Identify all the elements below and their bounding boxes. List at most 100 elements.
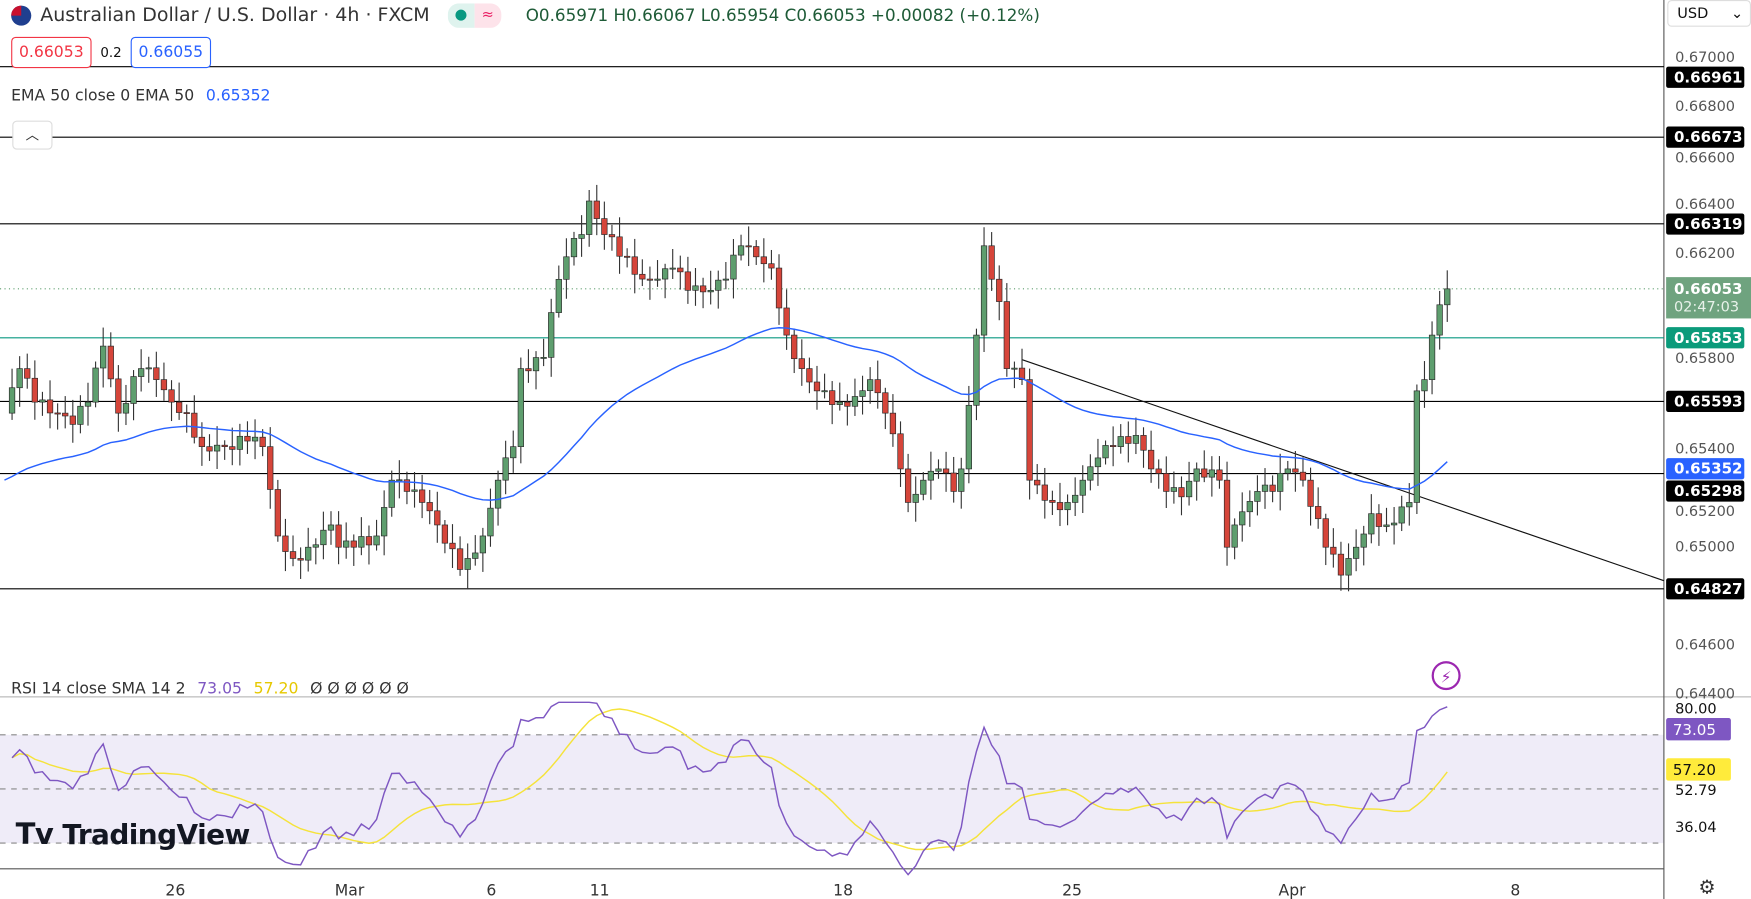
level-price-badge: 0.66961 <box>1674 68 1743 86</box>
buy-button[interactable]: 0.66055 <box>130 36 211 69</box>
candle-body <box>517 368 524 447</box>
candle <box>851 378 859 416</box>
candle-body <box>426 502 433 512</box>
candle-body <box>1178 487 1185 498</box>
ema-legend[interactable]: EMA 50 close 0 EMA 50 0.65352 <box>11 87 270 105</box>
time-tick-label: 25 <box>1062 881 1082 899</box>
candle <box>1330 528 1337 568</box>
candle <box>988 232 995 291</box>
candle-body <box>1110 445 1117 447</box>
candle <box>343 522 350 559</box>
candle <box>775 254 783 325</box>
candle-body <box>570 238 578 258</box>
candle <box>267 427 274 509</box>
candle <box>472 535 479 566</box>
candle-body <box>16 368 23 389</box>
candle-body <box>259 436 266 447</box>
candle-body <box>988 245 995 280</box>
candle <box>138 349 145 392</box>
ema-line <box>4 327 1448 501</box>
candle <box>1178 476 1185 516</box>
candle-body <box>1087 466 1094 481</box>
candle-body <box>1026 379 1033 481</box>
candle <box>31 360 38 420</box>
rsi-sma-value: 57.20 <box>253 680 299 698</box>
ema-label: EMA 50 close 0 EMA 50 <box>11 87 195 105</box>
candle-body <box>1216 469 1223 481</box>
candle <box>844 394 851 426</box>
candle <box>373 519 380 551</box>
currency-select[interactable]: USD ⌄ <box>1667 0 1751 27</box>
candle-body <box>737 245 745 256</box>
rsi-tick-label: 36.04 <box>1675 820 1717 836</box>
candle-body <box>1239 511 1246 526</box>
candle <box>624 248 631 268</box>
rsi-sma-line <box>11 708 1448 851</box>
rsi-extras: Ø Ø Ø Ø Ø Ø <box>310 680 409 698</box>
candle-body <box>1056 502 1064 511</box>
candle <box>927 451 935 500</box>
candle <box>1117 424 1124 454</box>
candle <box>760 238 767 283</box>
candle <box>449 524 456 568</box>
status-pill[interactable]: ● ≈ <box>447 3 502 28</box>
candle-body <box>745 245 752 248</box>
candle <box>213 426 221 469</box>
price-tick-label: 0.67000 <box>1675 50 1735 66</box>
candle-body <box>897 433 904 470</box>
candle-body <box>1246 501 1253 513</box>
candle <box>381 490 388 556</box>
candle-body <box>1125 436 1132 444</box>
candle <box>677 255 684 290</box>
lightning-icon-glyph: ⚡ <box>1441 667 1452 686</box>
candle-body <box>813 381 821 392</box>
rsi-legend[interactable]: RSI 14 close SMA 14 2 73.05 57.20 Ø Ø Ø … <box>11 680 409 698</box>
candle-body <box>684 271 692 291</box>
price-tick-label: 0.66200 <box>1675 246 1735 262</box>
candle-body <box>1049 499 1056 503</box>
green-dot-icon: ● <box>447 3 475 28</box>
candle <box>715 270 722 309</box>
candle <box>1421 361 1428 408</box>
candle-body <box>768 263 775 269</box>
candle-body <box>198 436 206 447</box>
symbol-title[interactable]: Australian Dollar / U.S. Dollar · 4h · F… <box>40 4 430 27</box>
candle <box>692 267 699 306</box>
candle <box>1056 482 1064 527</box>
candle <box>555 265 562 318</box>
candle-body <box>39 399 46 403</box>
collapse-legend-button[interactable]: ︿ <box>12 120 53 150</box>
candle-body <box>221 444 228 447</box>
candle-body <box>942 468 950 474</box>
candle-body <box>1444 288 1451 306</box>
candle-body <box>107 345 114 380</box>
candle-body <box>115 378 122 414</box>
candle <box>586 189 593 247</box>
candle <box>494 470 502 526</box>
candle-body <box>661 268 669 280</box>
candle <box>699 277 707 309</box>
candle-body <box>312 544 319 548</box>
candle <box>244 421 251 454</box>
candle-body <box>153 367 160 380</box>
candle-body <box>1421 379 1428 392</box>
sell-button[interactable]: 0.66053 <box>11 36 92 69</box>
candle-body <box>882 392 889 414</box>
candle-body <box>859 390 866 397</box>
candle <box>525 349 532 383</box>
candle <box>175 382 183 420</box>
candle-body <box>350 540 357 548</box>
settings-gear-icon[interactable]: ⚙ <box>1698 876 1716 899</box>
candle <box>396 460 403 499</box>
candle <box>312 538 319 565</box>
candle <box>646 266 654 300</box>
candle-body <box>1223 479 1231 548</box>
candle-body <box>1140 435 1147 451</box>
candle-body <box>191 412 198 438</box>
candle-body <box>487 507 494 537</box>
candle <box>813 365 821 410</box>
rsi-tick-label: 52.79 <box>1675 783 1717 799</box>
candle <box>456 536 464 576</box>
